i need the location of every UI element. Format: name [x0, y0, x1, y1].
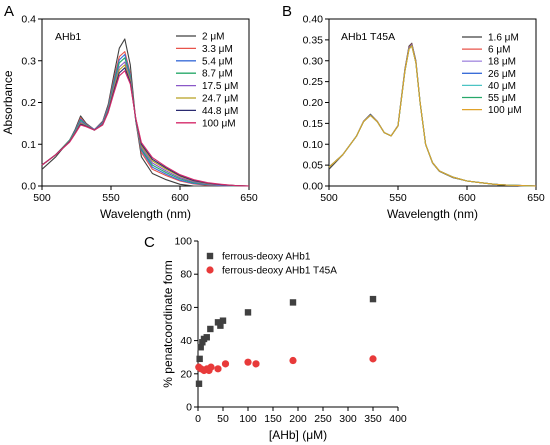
y-tick-label: 40 [180, 335, 192, 347]
legend-marker [206, 252, 214, 260]
x-tick-label: 600 [171, 192, 189, 204]
x-axis-label: Wavelength (nm) [100, 207, 191, 221]
legend-label: ferrous-deoxy AHb1 T45A [222, 266, 337, 277]
x-tick-label: 600 [458, 192, 476, 204]
panel-a-title: AHb1 [55, 31, 81, 43]
y-tick-label: 0.0 [21, 181, 36, 193]
y-tick-label: 0.05 [303, 160, 324, 172]
series-line [41, 38, 249, 187]
scatter-point [195, 380, 203, 387]
legend-label: 18 μM [488, 57, 516, 68]
scatter-point [197, 344, 204, 351]
x-tick-label: 250 [314, 413, 332, 425]
x-axis-label: Wavelength (nm) [387, 207, 478, 221]
scatter-point [221, 360, 230, 368]
panel-c-chart: 0 50 100 150 200 250 300 350 400 0 20 40 60 80 100 [AHb… [161, 236, 407, 443]
x-tick-label: 650 [240, 192, 258, 204]
scatter-point [214, 365, 222, 373]
legend-label: 5.4 μM [202, 56, 233, 67]
scatter-point [369, 295, 377, 303]
legend-label: 1.6 μM [488, 33, 519, 44]
series-line [41, 57, 249, 187]
y-tick-label: 80 [180, 269, 192, 281]
scatter-point [369, 355, 377, 363]
legend-label: 8.7 μM [202, 69, 233, 80]
panel-c-letter: C [144, 234, 155, 251]
y-tick-label: 100 [174, 236, 192, 248]
y-tick-label: 20 [180, 368, 192, 380]
x-tick-label: 400 [389, 413, 407, 425]
scatter-point [217, 322, 224, 329]
legend-label: 55 μM [488, 93, 516, 104]
x-tick-label: 300 [339, 413, 357, 425]
scatter-point [289, 299, 297, 306]
x-tick-label: 550 [389, 192, 407, 204]
scatter-point [207, 325, 214, 333]
scatter-point [244, 309, 252, 316]
legend-label: 100 μM [488, 105, 522, 116]
scatter-point [214, 319, 222, 326]
legend-label: 44.8 μM [202, 106, 238, 117]
legend-label: 17.5 μM [202, 81, 238, 92]
y-tick-label: 0.35 [303, 34, 324, 46]
scatter-point [207, 363, 215, 371]
legend-label: 26 μM [488, 69, 516, 80]
y-tick-label: 0.1 [21, 139, 36, 151]
legend-label: 40 μM [488, 81, 516, 92]
x-tick-label: 50 [217, 413, 229, 425]
y-axis-label: % penatcoordinate form [161, 260, 175, 387]
y-tick-label: 0.00 [303, 181, 324, 193]
y-tick-label: 0.25 [303, 76, 324, 88]
x-axis-label: [AHb] (μM) [269, 428, 327, 442]
x-tick-label: 500 [33, 192, 51, 204]
x-tick-label: 550 [102, 192, 120, 204]
series-line [328, 45, 537, 187]
y-tick-label: 0.20 [303, 97, 324, 109]
legend-label: ferrous-deoxy AHb1 [222, 252, 311, 263]
scatter-point [196, 355, 203, 363]
scatter-point [244, 358, 252, 366]
legend-label: 6 μM [488, 45, 510, 56]
legend-label: 3.3 μM [202, 44, 233, 55]
panel-a-letter: A [4, 3, 14, 20]
scatter-point [289, 356, 297, 365]
y-tick-label: 60 [180, 302, 192, 314]
panel-b-chart: AHb1 T45A 500 550 600 650 0.00 0.05 0.10 0.15 0.… [303, 14, 545, 222]
legend-label: 24.7 μM [202, 94, 238, 105]
y-tick-label: 0.2 [21, 97, 36, 109]
x-tick-label: 200 [289, 413, 307, 425]
legend-label: 2 μM [202, 32, 224, 43]
y-axis-label: Absorbance [1, 70, 15, 134]
y-tick-label: 0.4 [21, 14, 36, 26]
x-tick-label: 150 [264, 413, 282, 425]
scatter-point [199, 339, 206, 346]
x-tick-label: 350 [364, 413, 382, 425]
scatter-point [203, 334, 210, 341]
y-tick-label: 0.40 [303, 14, 324, 26]
panel-b-title: AHb1 T45A [341, 31, 395, 43]
legend-label: 100 μM [202, 118, 236, 129]
x-tick-label: 500 [320, 192, 338, 204]
x-tick-label: 650 [527, 192, 545, 204]
scatter-point [252, 360, 260, 368]
legend-marker [206, 266, 214, 274]
y-tick-label: 0.15 [303, 118, 324, 130]
y-tick-label: 0.10 [303, 139, 324, 151]
scatter-point [219, 317, 227, 324]
y-tick-label: 0.3 [21, 55, 36, 67]
panel-b-letter: B [282, 3, 292, 20]
x-tick-label: 0 [195, 413, 201, 425]
panel-a-chart: AHb1 500 550 600 650 0.0 0.1 0.2 0.3 0.4 Waveleng… [1, 14, 258, 222]
y-tick-label: 0.30 [303, 55, 324, 67]
y-tick-label: 0 [186, 402, 192, 414]
series-line [41, 70, 250, 187]
x-tick-label: 100 [239, 413, 257, 425]
